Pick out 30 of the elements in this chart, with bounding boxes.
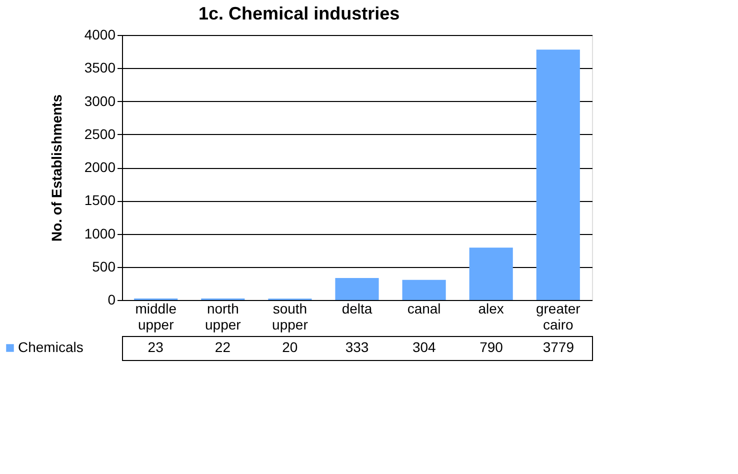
x-tick-label: greater cairo xyxy=(536,300,581,332)
y-axis-title: No. of Establishments xyxy=(48,94,64,242)
y-tick-label: 4000 xyxy=(84,26,116,42)
bar xyxy=(469,248,513,300)
x-tick-label: north upper xyxy=(205,300,242,332)
x-tick-label: middle upper xyxy=(135,300,177,332)
y-tick-label: 500 xyxy=(92,258,116,274)
data-label: 333 xyxy=(345,339,369,355)
y-tick-label: 1000 xyxy=(84,225,116,242)
x-tick-label: delta xyxy=(342,300,372,316)
y-tick-label: 2500 xyxy=(84,126,116,142)
chart-title: 1c. Chemical industries xyxy=(198,4,400,24)
x-tick-label: south upper xyxy=(272,300,308,332)
data-label: 304 xyxy=(412,339,436,355)
bar xyxy=(335,278,379,300)
y-tick-label: 1500 xyxy=(84,192,116,208)
data-label: 22 xyxy=(214,339,231,355)
data-label: 23 xyxy=(148,339,164,355)
bar xyxy=(536,50,580,300)
bar xyxy=(402,280,446,300)
data-label: 790 xyxy=(480,339,504,355)
legend-label: Chemicals xyxy=(18,339,84,355)
data-label: 3779 xyxy=(542,339,574,355)
data-label: 20 xyxy=(282,339,298,355)
y-tick-label: 3000 xyxy=(84,92,116,109)
y-tick-label: 0 xyxy=(108,292,116,308)
y-tick-label: 3500 xyxy=(84,60,116,76)
x-tick-label: canal xyxy=(407,300,441,316)
y-tick-label: 2000 xyxy=(84,159,116,175)
x-tick-label: alex xyxy=(478,300,504,316)
